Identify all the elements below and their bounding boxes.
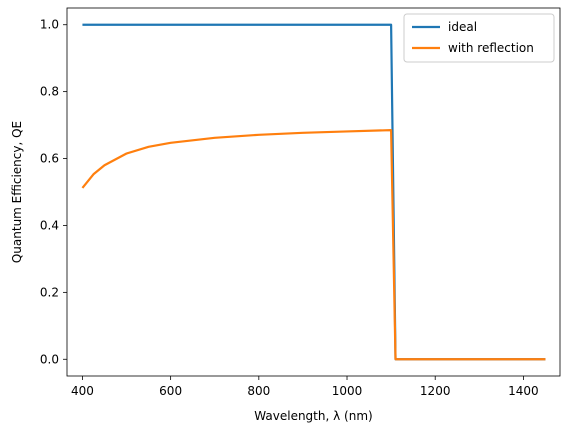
y-axis-ticks: 0.0 0.2 0.4 0.6 0.8 1.0 — [40, 18, 67, 366]
series-layer — [81, 23, 546, 361]
x-tick-label: 600 — [159, 384, 182, 398]
x-tick-label: 1200 — [420, 384, 451, 398]
y-tick-label: 0.2 — [40, 285, 59, 299]
y-tick-label: 1.0 — [40, 18, 59, 32]
x-tick-label: 400 — [71, 384, 94, 398]
x-tick-label: 1000 — [332, 384, 363, 398]
legend-label-with-reflection: with reflection — [448, 41, 534, 55]
x-tick-label: 1400 — [508, 384, 539, 398]
x-axis-ticks: 400 600 800 1000 1200 1400 — [71, 376, 539, 398]
x-tick-label: 800 — [247, 384, 270, 398]
y-tick-label: 0.4 — [40, 218, 59, 232]
y-axis-label: Quantum Efficiency, QE — [10, 121, 24, 263]
y-tick-label: 0.0 — [40, 352, 59, 366]
plot-frame — [66, 7, 561, 377]
plot-background — [67, 8, 560, 376]
legend: ideal with reflection — [403, 13, 555, 63]
series-line-with-reflection — [81, 129, 546, 361]
y-tick-label: 0.8 — [40, 85, 59, 99]
x-axis-label: Wavelength, λ (nm) — [254, 409, 372, 423]
legend-label-ideal: ideal — [448, 20, 477, 34]
legend-box — [403, 13, 555, 63]
y-tick-label: 0.6 — [40, 152, 59, 166]
